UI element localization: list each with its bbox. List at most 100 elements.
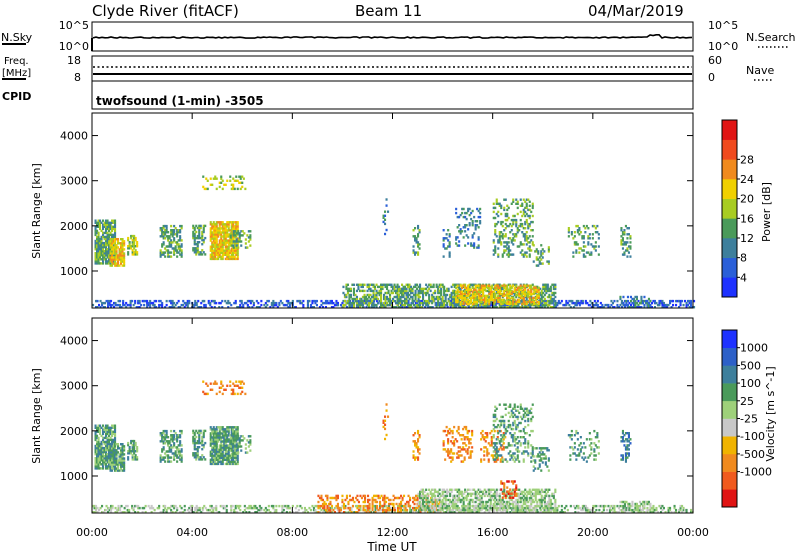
- data-cell: [595, 301, 598, 305]
- data-cell: [594, 245, 597, 248]
- data-cell: [209, 452, 212, 455]
- data-cell: [202, 431, 205, 435]
- data-cell: [202, 251, 205, 254]
- data-cell: [494, 251, 497, 254]
- data-cell: [528, 208, 531, 212]
- data-cell: [528, 216, 531, 220]
- data-cell: [121, 238, 124, 241]
- data-cell: [591, 245, 594, 248]
- data-cell: [108, 223, 111, 226]
- data-cell: [96, 430, 99, 433]
- data-cell: [445, 237, 448, 240]
- data-cell: [221, 179, 224, 182]
- data-cell: [549, 306, 552, 309]
- data-cell: [105, 243, 108, 247]
- data-cell: [519, 291, 522, 295]
- data-cell: [494, 288, 497, 291]
- data-cell: [109, 426, 112, 429]
- data-cell: [164, 456, 167, 459]
- data-cell: [109, 252, 112, 255]
- data-cell: [168, 237, 171, 240]
- data-cell: [545, 285, 548, 289]
- data-cell: [167, 253, 170, 256]
- data-cell: [519, 218, 522, 222]
- data-cell: [513, 444, 516, 447]
- nsearch-bottom-tick: 10^0: [708, 40, 738, 53]
- data-cell: [186, 301, 189, 305]
- data-cell: [666, 303, 669, 307]
- data-cell: [477, 226, 480, 229]
- data-cell: [118, 447, 121, 450]
- data-cell: [114, 260, 117, 263]
- data-cell: [158, 299, 161, 303]
- data-cell: [467, 236, 470, 239]
- data-cell: [626, 306, 629, 309]
- data-cell: [171, 452, 174, 455]
- data-cell: [384, 423, 387, 426]
- data-cell: [230, 434, 233, 437]
- data-cell: [105, 450, 108, 454]
- data-cell: [229, 441, 232, 444]
- data-cell: [384, 415, 387, 418]
- data-cell: [214, 235, 217, 238]
- data-cell: [100, 453, 103, 456]
- data-cell: [120, 238, 123, 241]
- data-cell: [543, 306, 546, 309]
- data-cell: [447, 245, 450, 248]
- data-cell: [604, 303, 607, 307]
- data-cell: [482, 303, 485, 307]
- data-cell: [500, 444, 503, 447]
- data-cell: [233, 426, 236, 429]
- data-cell: [447, 429, 450, 433]
- data-cell: [380, 291, 383, 295]
- data-cell: [112, 442, 115, 446]
- data-cell: [226, 233, 229, 236]
- data-cell: [114, 461, 117, 464]
- data-cell: [393, 287, 396, 291]
- data-cell: [541, 248, 544, 251]
- data-cell: [223, 458, 226, 461]
- data-cell: [483, 296, 486, 300]
- data-cell: [232, 432, 235, 435]
- data-cell: [221, 255, 224, 258]
- data-cell: [202, 226, 205, 230]
- data-cell: [504, 427, 507, 431]
- data-cell: [94, 260, 97, 263]
- data-cell: [386, 297, 389, 301]
- data-cell: [136, 448, 139, 451]
- data-cell: [306, 306, 309, 309]
- data-cell: [196, 446, 199, 449]
- data-cell: [414, 440, 417, 443]
- data-cell: [480, 432, 483, 435]
- data-cell: [96, 243, 99, 247]
- data-cell: [491, 290, 494, 293]
- data-cell: [422, 293, 425, 297]
- data-cell: [495, 452, 498, 455]
- data-cell: [557, 301, 560, 305]
- data-cell: [380, 306, 383, 309]
- data-cell: [193, 439, 196, 443]
- data-cell: [173, 456, 176, 459]
- data-cell: [174, 245, 177, 248]
- data-cell: [94, 256, 97, 259]
- data-cell: [500, 415, 503, 419]
- data-cell: [105, 432, 108, 436]
- data-cell: [450, 429, 453, 433]
- data-cell: [516, 231, 519, 234]
- data-cell: [228, 301, 231, 305]
- data-cell: [100, 450, 103, 454]
- data-cell: [444, 458, 447, 461]
- data-cell: [193, 437, 196, 441]
- data-cell: [121, 459, 124, 462]
- data-cell: [100, 239, 103, 243]
- data-cell: [501, 415, 504, 419]
- data-cell: [501, 440, 504, 443]
- data-cell: [494, 425, 497, 429]
- data-cell: [479, 303, 482, 307]
- data-cell: [223, 231, 226, 234]
- data-cell: [576, 243, 579, 246]
- data-cell: [679, 299, 682, 303]
- data-cell: [101, 301, 104, 305]
- data-cell: [652, 299, 655, 303]
- data-cell: [212, 438, 215, 441]
